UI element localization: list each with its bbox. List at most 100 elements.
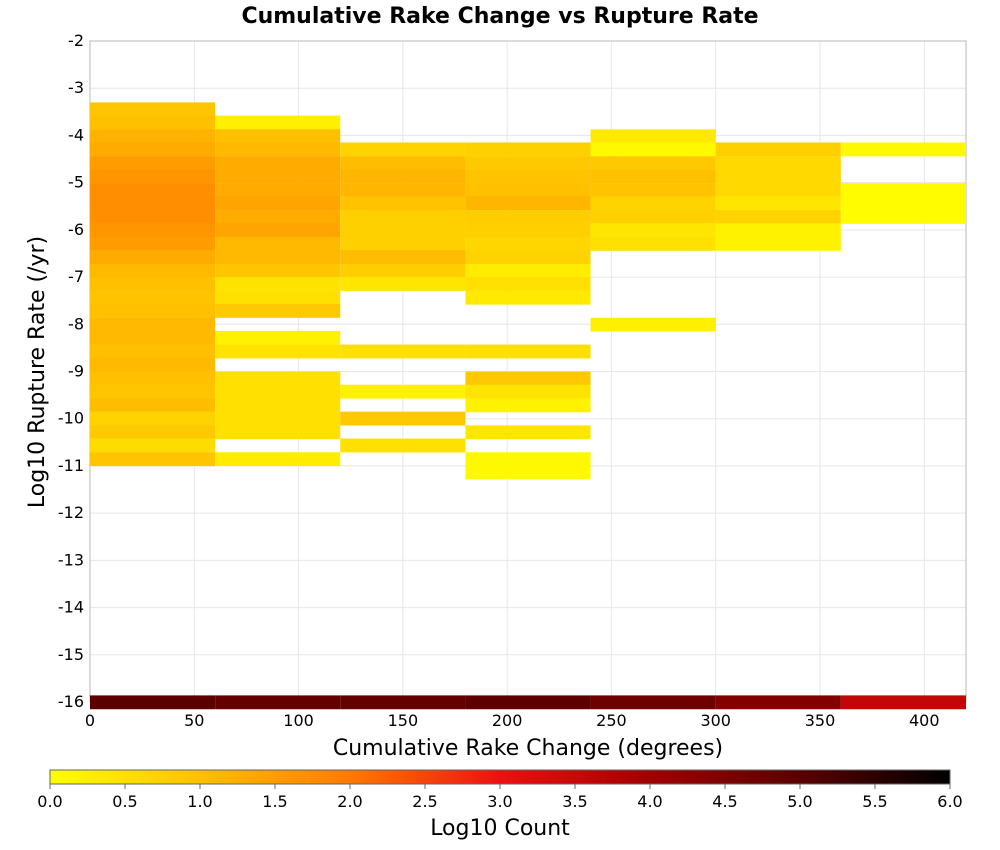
colorbar-tick-label: 2.0 — [337, 792, 362, 811]
heatmap-cell — [90, 290, 216, 305]
colorbar-tick-label: 1.5 — [262, 792, 287, 811]
x-tick-label: 100 — [283, 711, 314, 730]
heatmap-cell — [90, 371, 216, 386]
heatmap-cell — [465, 236, 591, 251]
heatmap-cell — [90, 438, 216, 453]
heatmap-cell — [90, 196, 216, 211]
colorbar-label: Log10 Count — [430, 816, 570, 841]
heatmap-cell — [215, 425, 341, 440]
heatmap-cell — [215, 398, 341, 413]
heatmap-cell — [465, 210, 591, 224]
heatmap-cell — [590, 196, 716, 211]
heatmap-cell — [215, 156, 341, 171]
heatmap-cell — [340, 411, 466, 426]
heatmap-cell — [215, 344, 341, 359]
colorbar-tick-label: 3.5 — [562, 792, 587, 811]
y-axis-label: Log10 Rupture Rate (/yr) — [25, 236, 50, 508]
heatmap-cell — [590, 129, 716, 144]
heatmap-cell — [465, 169, 591, 184]
heatmap-cell — [90, 129, 216, 144]
heatmap-cell — [465, 384, 591, 399]
heatmap-cell — [90, 303, 216, 318]
heatmap-cell — [215, 330, 341, 345]
heatmap-cell — [90, 210, 216, 224]
heatmap-cell — [90, 263, 216, 278]
y-tick-label: -6 — [68, 220, 84, 239]
heatmap-cell — [90, 330, 216, 345]
heatmap-cell — [340, 236, 466, 251]
heatmap-cell — [90, 236, 216, 251]
heatmap-cell — [465, 196, 591, 211]
heatmap-cell — [715, 142, 841, 157]
heatmap-cell — [215, 183, 341, 197]
heatmap-cell — [590, 210, 716, 224]
heatmap-cell — [215, 223, 341, 238]
heatmap-cell — [340, 344, 466, 359]
heatmap-cell — [840, 695, 966, 710]
y-tick-label: -3 — [68, 78, 84, 97]
heatmap-cell — [215, 695, 341, 710]
heatmap-cell — [90, 452, 216, 467]
heatmap-cell — [715, 236, 841, 251]
heatmap-cell — [90, 102, 216, 117]
heatmap-cell — [90, 344, 216, 359]
heatmap-cell — [590, 695, 716, 710]
heatmap-cell — [590, 236, 716, 251]
colorbar-tick-label: 4.5 — [712, 792, 737, 811]
heatmap-cell — [465, 142, 591, 157]
heatmap-cell — [340, 263, 466, 278]
y-axis-ticks: -2 -3 -4 -5 -6 -7 -8 -9 -10 -11 -12 -13 -14 -15 -16 — [58, 31, 84, 711]
heatmap-cell — [215, 250, 341, 265]
y-tick-label: -10 — [58, 409, 84, 428]
heatmap-cell — [590, 169, 716, 184]
heatmap-cell — [340, 183, 466, 197]
heatmap-cell — [715, 169, 841, 184]
heatmap-cell — [465, 344, 591, 359]
heatmap-cell — [90, 156, 216, 171]
heatmap-cell — [590, 183, 716, 197]
heatmap-cell — [90, 223, 216, 238]
heatmap-cell — [465, 290, 591, 305]
x-axis-label: Cumulative Rake Change (degrees) — [333, 736, 723, 761]
colorbar — [49, 769, 951, 785]
heatmap-cell — [715, 183, 841, 197]
heatmap-cell — [465, 250, 591, 265]
heatmap-cell — [715, 695, 841, 710]
x-tick-label: 200 — [492, 711, 523, 730]
heatmap-cell — [90, 425, 216, 440]
colorbar-tick-label: 1.0 — [187, 792, 212, 811]
heatmap-cell — [715, 210, 841, 224]
colorbar-tick-label: 6.0 — [937, 792, 962, 811]
x-tick-label: 0 — [85, 711, 95, 730]
y-tick-label: -9 — [68, 362, 84, 381]
heatmap-cell — [90, 183, 216, 197]
heatmap-cell — [340, 210, 466, 224]
heatmap-cell — [90, 317, 216, 332]
y-tick-label: -2 — [68, 31, 84, 50]
heatmap-cell — [215, 129, 341, 144]
heatmap-cell — [340, 438, 466, 453]
heatmap-cell — [90, 250, 216, 265]
heatmap-cells — [90, 102, 966, 710]
heatmap-cell — [215, 290, 341, 305]
x-tick-label: 350 — [805, 711, 836, 730]
heatmap-cell — [340, 142, 466, 157]
heatmap-cell — [465, 398, 591, 413]
heatmap-cell — [215, 115, 341, 130]
heatmap-cell — [590, 156, 716, 171]
heatmap-cell — [465, 223, 591, 238]
colorbar-tick-label: 5.5 — [862, 792, 887, 811]
heatmap-cell — [340, 223, 466, 238]
heatmap-cell — [590, 317, 716, 332]
colorbar-tick-label: 2.5 — [412, 792, 437, 811]
y-tick-label: -11 — [58, 456, 84, 475]
heatmap-cell — [90, 411, 216, 426]
heatmap-cell — [840, 142, 966, 157]
y-tick-label: -4 — [68, 125, 84, 144]
colorbar-tick-label: 5.0 — [787, 792, 812, 811]
colorbar-tick-label: 3.0 — [487, 792, 512, 811]
heatmap-cell — [715, 156, 841, 171]
colorbar-ticks: 0.0 0.5 1.0 1.5 2.0 2.5 3.0 3.5 4.0 4.5 5.0 5.5 6.0 — [37, 784, 963, 811]
y-tick-label: -12 — [58, 503, 84, 522]
x-tick-label: 400 — [909, 711, 940, 730]
